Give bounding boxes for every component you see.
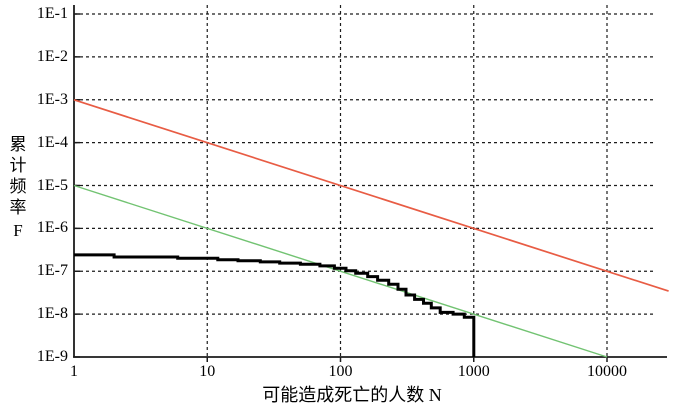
upper-criterion-line	[73, 98, 669, 292]
y-tick-label: 1E-3	[36, 90, 68, 108]
y-tick-label: 1E-9	[36, 348, 68, 365]
y-axis-title-char: 累	[9, 135, 27, 154]
x-tick-label: 10	[199, 363, 216, 380]
y-axis-title-char: 计	[9, 156, 27, 175]
y-tick-label: 1E-4	[36, 133, 68, 151]
x-tick-label: 1000	[457, 363, 490, 380]
y-tick-label: 1E-5	[36, 176, 68, 194]
fn-curve	[74, 253, 476, 357]
y-tick-label: 1E-8	[36, 305, 68, 323]
x-tick-label: 1	[70, 363, 78, 380]
y-axis-title-char: 率	[9, 198, 27, 217]
y-tick-label: 1E-6	[36, 219, 68, 237]
lower-criterion-line	[73, 184, 608, 358]
y-tick-label: 1E-1	[36, 5, 68, 22]
y-axis-title-char: F	[13, 221, 23, 240]
x-tick-label: 10000	[587, 363, 627, 380]
y-tick-label: 1E-7	[36, 262, 68, 280]
y-axis-title-char: 频	[9, 177, 27, 196]
x-axis-title: 可能造成死亡的人数 N	[262, 385, 442, 405]
y-tick-label: 1E-2	[36, 47, 68, 65]
x-tick-label: 100	[328, 363, 353, 380]
